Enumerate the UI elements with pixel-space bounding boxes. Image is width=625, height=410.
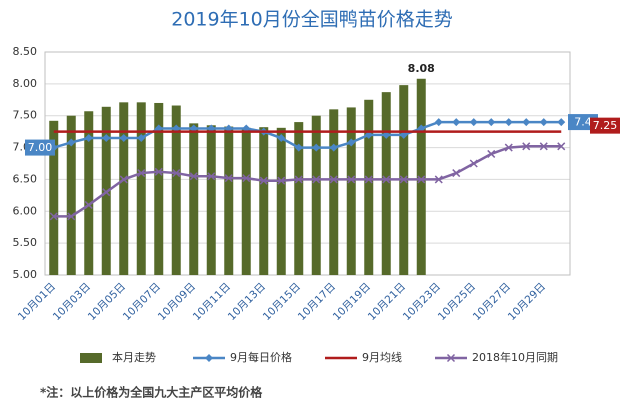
marker bbox=[557, 142, 566, 151]
legend-label: 9月每日价格 bbox=[230, 350, 292, 364]
bar bbox=[346, 107, 356, 275]
data-label-box bbox=[25, 139, 55, 156]
footnote: *注：以上价格为全国九大主产区平均价格 bbox=[40, 385, 263, 400]
marker bbox=[137, 169, 146, 178]
y-tick-label: 6.50 bbox=[13, 172, 38, 185]
bar bbox=[416, 78, 426, 275]
marker bbox=[207, 172, 216, 181]
bar bbox=[66, 115, 76, 275]
bar bbox=[49, 120, 59, 275]
chart-title: 2019年10月份全国鸭苗价格走势 bbox=[171, 9, 453, 31]
y-tick-label: 7.50 bbox=[13, 109, 38, 122]
marker bbox=[277, 134, 286, 143]
marker bbox=[364, 175, 373, 184]
marker bbox=[172, 169, 181, 178]
marker bbox=[347, 175, 356, 184]
marker bbox=[312, 175, 321, 184]
marker bbox=[539, 142, 548, 151]
marker bbox=[329, 175, 338, 184]
bar bbox=[311, 115, 321, 275]
marker bbox=[49, 212, 58, 221]
marker bbox=[84, 200, 93, 209]
plot-border bbox=[44, 51, 571, 276]
marker bbox=[294, 175, 303, 184]
marker bbox=[102, 188, 111, 197]
marker bbox=[277, 176, 286, 185]
bar bbox=[364, 99, 374, 276]
marker bbox=[102, 134, 111, 143]
bar bbox=[381, 92, 391, 275]
legend-marker bbox=[205, 354, 213, 362]
marker bbox=[504, 118, 513, 127]
marker bbox=[487, 118, 496, 127]
legend-label: 9月均线 bbox=[362, 350, 402, 364]
bar bbox=[224, 126, 234, 275]
bar bbox=[189, 123, 199, 275]
marker bbox=[434, 175, 443, 184]
marker bbox=[417, 175, 426, 184]
marker bbox=[242, 174, 251, 183]
marker bbox=[259, 176, 268, 185]
legend-swatch bbox=[80, 353, 102, 363]
marker bbox=[452, 118, 461, 127]
marker bbox=[189, 172, 198, 181]
x-tick-label: 10月29日 bbox=[506, 281, 548, 323]
marker bbox=[557, 118, 566, 127]
marker bbox=[469, 159, 478, 168]
marker bbox=[522, 142, 531, 151]
marker bbox=[119, 134, 128, 143]
marker bbox=[434, 118, 443, 127]
marker bbox=[469, 118, 478, 127]
bar bbox=[136, 102, 146, 275]
bar bbox=[259, 127, 269, 275]
bar bbox=[294, 122, 304, 275]
bar bbox=[119, 102, 129, 275]
legend-label: 本月走势 bbox=[112, 350, 156, 364]
data-label: 8.08 bbox=[408, 62, 435, 75]
marker bbox=[312, 143, 321, 152]
marker bbox=[487, 149, 496, 158]
bar bbox=[206, 125, 216, 276]
marker bbox=[452, 169, 461, 178]
marker bbox=[154, 167, 163, 176]
y-tick-label: 6.00 bbox=[13, 204, 38, 217]
marker bbox=[522, 118, 531, 127]
data-label: 7.4 bbox=[574, 116, 592, 129]
legend-label: 2018年10月同期 bbox=[472, 350, 558, 364]
marker bbox=[382, 175, 391, 184]
y-tick-label: 5.50 bbox=[13, 236, 38, 249]
bar bbox=[276, 127, 286, 275]
line bbox=[53, 120, 562, 149]
bar bbox=[84, 111, 94, 275]
data-label: 7.25 bbox=[593, 119, 618, 132]
bar bbox=[154, 102, 164, 275]
marker bbox=[399, 175, 408, 184]
bar bbox=[171, 105, 181, 276]
marker bbox=[137, 134, 146, 143]
marker bbox=[329, 143, 338, 152]
bar bbox=[329, 109, 339, 275]
marker bbox=[67, 138, 76, 147]
data-label-box bbox=[590, 117, 620, 134]
marker bbox=[347, 138, 356, 147]
line bbox=[53, 145, 562, 218]
y-tick-label: 8.50 bbox=[13, 45, 38, 58]
data-label: 7.00 bbox=[28, 141, 53, 154]
bar bbox=[241, 127, 251, 275]
y-tick-label: 8.00 bbox=[13, 77, 38, 90]
marker bbox=[504, 143, 513, 152]
legend-marker bbox=[446, 353, 456, 363]
marker bbox=[119, 175, 128, 184]
marker bbox=[224, 174, 233, 183]
marker bbox=[67, 212, 76, 221]
marker bbox=[84, 134, 93, 143]
marker bbox=[294, 143, 303, 152]
marker bbox=[539, 118, 548, 127]
y-tick-label: 5.00 bbox=[13, 268, 38, 281]
